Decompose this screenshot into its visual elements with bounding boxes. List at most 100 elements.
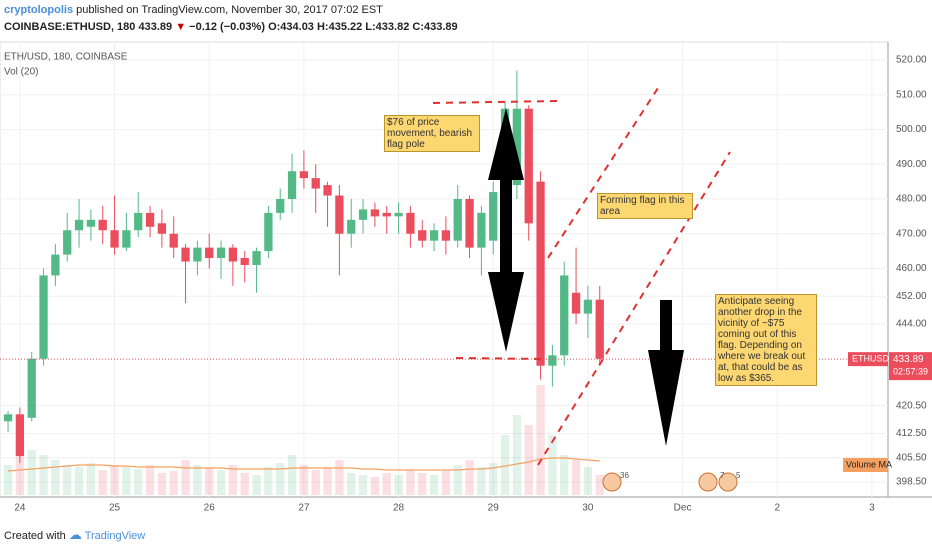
volume-bar [500, 435, 510, 495]
volume-ma-line [7, 457, 600, 472]
candle-body [299, 171, 309, 179]
candle-body [560, 275, 569, 356]
volume-bar [299, 465, 309, 495]
x-tick-label: 30 [582, 503, 594, 514]
candle-body [264, 212, 273, 252]
footer: Created with ☁ TradingView [4, 527, 145, 543]
x-tick-label: 26 [204, 503, 216, 514]
tv-logo: ☁ [68, 527, 82, 542]
volume-bar [465, 460, 474, 495]
candle-body [122, 230, 131, 248]
volume-bar [252, 475, 261, 495]
author: cryptolopolis [4, 4, 74, 16]
candle-body [370, 209, 380, 217]
y-tick-label: 398.50 [896, 477, 927, 488]
candle-body [512, 108, 522, 186]
x-tick-label: 29 [488, 503, 500, 514]
candle-body [252, 251, 261, 265]
candle-body [583, 299, 593, 314]
candle-body [441, 230, 451, 241]
volume-bar [560, 455, 569, 495]
chart: 520.00 510.00 500.00 490.00 480.00 470.00 460.… [0, 41, 932, 514]
candle-body [134, 212, 143, 231]
candle-body [228, 247, 238, 262]
countdown: 02:57:39 [893, 367, 928, 377]
candle-body [429, 230, 439, 241]
candle-body [394, 212, 403, 217]
volume-bar [193, 465, 202, 495]
annotation: Forming flag in this area [597, 193, 693, 219]
candle-body [347, 219, 356, 234]
legend: ETH/USD, 180, COINBASE [4, 52, 128, 63]
volume-bar [536, 385, 545, 495]
volume-bar [595, 475, 604, 495]
event-count: 7 [720, 471, 725, 480]
volume-bar [287, 455, 297, 495]
annotation: $76 of price movement, bearish flag pole [384, 115, 480, 152]
y-tick-label: 460.00 [896, 263, 927, 274]
volume-bar [489, 463, 498, 495]
candle-body [335, 195, 344, 234]
volume-legend: Vol (20) [4, 67, 38, 78]
volume-bar [548, 435, 557, 495]
down-arrow: ▼ [175, 21, 187, 33]
candle-body [3, 414, 13, 422]
event-count: 36 [620, 471, 629, 480]
volume-bar [228, 465, 238, 495]
volume-bar [134, 469, 143, 495]
volume-bar [122, 467, 131, 495]
candle-body [536, 181, 545, 366]
x-tick-label: 24 [14, 503, 26, 514]
arrows [488, 108, 684, 446]
candle-body [145, 212, 155, 227]
trend-line [432, 100, 558, 104]
candle-body [157, 223, 167, 234]
y-tick-label: 452.00 [896, 291, 927, 302]
trend-line [547, 87, 659, 259]
volume-bar [86, 463, 96, 495]
change: −0.12 (−0.03%) [189, 21, 265, 33]
candle-body [595, 299, 604, 359]
volume-bar [441, 471, 451, 495]
volume-bar [571, 460, 581, 495]
volume-bar [39, 455, 48, 495]
x-tick-label: 25 [109, 503, 121, 514]
volume-bar [240, 473, 249, 495]
volume-bar [276, 463, 285, 495]
volume-bar [347, 473, 356, 495]
candle-body [63, 230, 72, 255]
y-tick-label: 405.50 [896, 452, 927, 463]
volume-bar [335, 460, 344, 495]
y-tick-label: 500.00 [896, 124, 927, 135]
volume-bar [110, 465, 119, 495]
volume-bar [216, 470, 226, 495]
y-tick-label: 510.00 [896, 89, 927, 100]
volume-bar [477, 467, 486, 495]
arrow-down [648, 300, 684, 446]
volume-bar [51, 460, 60, 495]
arrow-up [488, 108, 524, 228]
y-tick-label: 480.00 [896, 194, 927, 205]
volume-bar [323, 467, 332, 495]
volume-bar [205, 467, 214, 495]
candle-body [453, 198, 462, 241]
candle-body [98, 219, 107, 231]
candle-body [287, 171, 297, 199]
last-price-box [889, 352, 932, 381]
candle-body [276, 198, 285, 213]
candle-body [477, 212, 486, 248]
x-tick-label: 3 [869, 503, 875, 514]
ohlc: O:434.03 H:435.22 L:433.82 C:433.89 [268, 21, 458, 33]
ma-label: Volume MA [846, 459, 892, 469]
volume-bar [382, 473, 391, 495]
drawings [432, 87, 731, 466]
volume-bar [370, 477, 380, 495]
annotation: Anticipate seeing another drop in the vi… [715, 294, 817, 386]
candle-body [240, 258, 249, 265]
volume-bar [181, 460, 190, 495]
event-count: 5 [736, 471, 741, 480]
event-icon [602, 472, 622, 492]
candle-body [181, 247, 190, 262]
candle-body [205, 247, 214, 259]
last: 433.89 [138, 21, 173, 33]
